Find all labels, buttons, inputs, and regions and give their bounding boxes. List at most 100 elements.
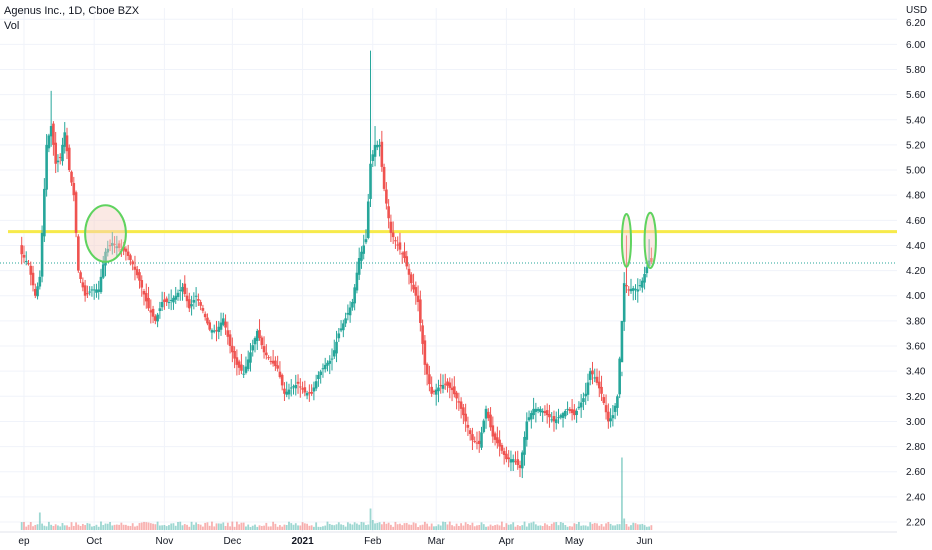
candle-body [527, 417, 531, 421]
candle-body [536, 408, 540, 411]
candle-body [543, 411, 547, 414]
volume-bar [240, 522, 243, 530]
candle-body [573, 409, 576, 416]
candle-body [43, 188, 46, 237]
candle-body [31, 272, 35, 286]
volume-bar [226, 522, 229, 530]
volume-bar [507, 524, 510, 530]
volume-bar [317, 526, 320, 530]
volume-bar [487, 526, 490, 530]
volume-bar [600, 524, 603, 530]
volume-bar [113, 524, 116, 530]
candle-body [591, 370, 594, 375]
volume-bar [34, 524, 37, 530]
volume-bar [500, 521, 503, 530]
candle-body [409, 274, 413, 284]
candle-body [210, 330, 214, 333]
candle-body [169, 299, 173, 301]
volume-bar [580, 525, 583, 530]
price-tick-label: 4.40 [906, 241, 926, 252]
candle-body [206, 317, 209, 324]
candle-body [507, 457, 510, 460]
candle-body [428, 374, 431, 385]
volume-bar [265, 522, 268, 530]
candle-body [357, 258, 361, 275]
volume-bar [455, 523, 458, 530]
candle-body [212, 330, 216, 332]
candle-body [541, 410, 544, 413]
price-tick-label: 5.20 [906, 140, 926, 151]
candle-body [163, 299, 166, 303]
volume-bar [473, 526, 476, 530]
volume-bar [297, 525, 299, 530]
candle-body [296, 381, 300, 384]
candle-body [154, 316, 157, 321]
volume-bar [587, 526, 589, 530]
candle-body [101, 264, 105, 278]
candle-body [246, 359, 250, 370]
time-axis[interactable]: ep Oct Nov Dec 2021 Feb Mar Apr May Jun [0, 531, 897, 547]
price-axis[interactable]: USD 6.00 5.80 5.60 5.40 5.20 5.00 4.80 4.60 4.40 4… [906, 5, 927, 529]
candle-body [258, 330, 261, 339]
volume-bar [229, 526, 231, 530]
candle-body [611, 415, 615, 419]
candle-body [453, 386, 456, 395]
candle-body [439, 384, 443, 387]
volume-bar [308, 525, 311, 530]
grid-lines [0, 8, 897, 532]
volume-bar [639, 524, 641, 530]
volume-bar [281, 526, 284, 530]
volume-bar [77, 524, 80, 530]
time-tick-label: 2021 [291, 536, 314, 547]
candle-body [271, 360, 275, 364]
chart-title: Agenus Inc., 1D, Cboe BZX [4, 5, 140, 17]
volume-bar [464, 522, 467, 530]
candle-body [434, 389, 438, 395]
candle-body [344, 318, 347, 324]
volume-bar [596, 523, 598, 530]
candle-body [570, 409, 574, 414]
candle-body [342, 323, 345, 331]
candle-body [468, 430, 472, 435]
price-levels [0, 230, 897, 264]
volume-bar [204, 522, 207, 530]
volume-bar [326, 521, 329, 530]
candle-body [113, 243, 116, 245]
volume-bar [222, 522, 225, 530]
candle-body [566, 408, 569, 410]
volume-bar [156, 521, 159, 530]
time-tick-label: Nov [156, 536, 174, 547]
volume-bar [412, 522, 415, 530]
candle-body [387, 206, 390, 219]
highlight-ellipse-3 [643, 211, 657, 270]
volume-bar [550, 523, 553, 530]
volume-bar [611, 525, 614, 530]
volume-bar [480, 522, 483, 530]
volume-bar [66, 525, 68, 530]
candle-body [301, 388, 304, 390]
volume-bar [57, 525, 59, 530]
volume-bar [591, 523, 594, 530]
candle-body [647, 260, 651, 266]
candle-body [532, 408, 535, 416]
candle-body [172, 297, 175, 303]
price-tick-label: 4.20 [906, 266, 926, 277]
candle-body [516, 459, 520, 466]
candle-body [88, 291, 91, 293]
highlight-ellipse-2 [620, 213, 632, 268]
volume-bar [100, 521, 102, 530]
volume-bar [68, 526, 71, 530]
candle-body [432, 391, 436, 393]
volume-bar [439, 525, 442, 530]
candle-body [144, 293, 148, 302]
volume-bar [383, 521, 386, 530]
candle-body [502, 451, 506, 455]
volume-bar [81, 523, 84, 530]
candle-body [459, 401, 463, 409]
volume-bar [476, 525, 478, 530]
candle-body [437, 387, 440, 392]
candle-body [457, 401, 461, 403]
volume-bar [20, 522, 23, 530]
volume-bar [152, 523, 154, 530]
